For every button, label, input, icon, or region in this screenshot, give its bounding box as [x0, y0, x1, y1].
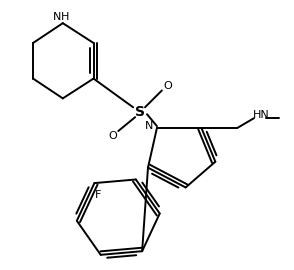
Text: O: O — [108, 131, 117, 141]
Text: S: S — [135, 105, 145, 119]
Text: O: O — [163, 80, 172, 90]
Text: N: N — [53, 12, 61, 22]
Text: N: N — [145, 121, 153, 131]
Text: H: H — [61, 12, 69, 22]
Text: F: F — [95, 190, 101, 200]
Text: HN: HN — [253, 110, 270, 120]
